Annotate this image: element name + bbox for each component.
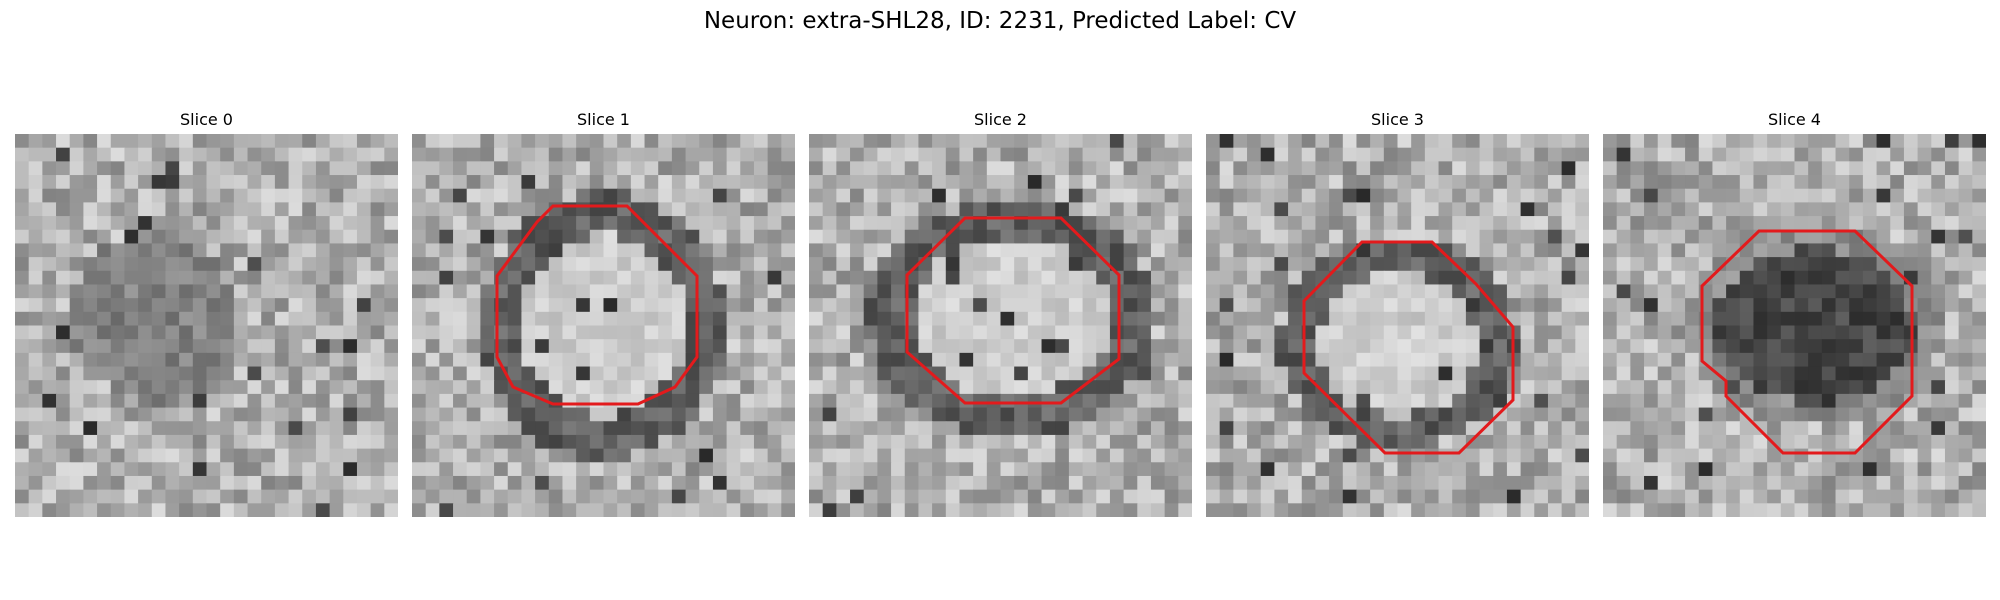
slice-panel-1: Slice 1 — [412, 108, 795, 517]
slice-image-4 — [1603, 134, 1986, 517]
slice-title-3: Slice 3 — [1371, 110, 1424, 129]
slice-title-2: Slice 2 — [974, 110, 1027, 129]
pixel-grid-3 — [1206, 134, 1589, 517]
figure-title: Neuron: extra-SHL28, ID: 2231, Predicted… — [703, 8, 1297, 34]
contour-outline-2 — [905, 216, 1121, 405]
slice-image-3 — [1206, 134, 1589, 517]
slice-title-1: Slice 1 — [577, 110, 630, 129]
contour-outline-3 — [1302, 240, 1515, 455]
slice-image-0 — [15, 134, 398, 517]
slice-image-2 — [809, 134, 1192, 517]
slice-panel-2: Slice 2 — [809, 108, 1192, 517]
pixel-grid-1 — [412, 134, 795, 517]
slice-image-1 — [412, 134, 795, 517]
slice-panel-4: Slice 4 — [1603, 108, 1986, 517]
pixel-grid-4 — [1603, 134, 1986, 517]
slice-title-0: Slice 0 — [180, 110, 233, 129]
slice-title-4: Slice 4 — [1768, 110, 1821, 129]
contour-outline-1 — [495, 204, 699, 406]
slice-panel-3: Slice 3 — [1206, 108, 1589, 517]
pixel-grid-2 — [809, 134, 1192, 517]
contour-outline-4 — [1700, 229, 1914, 455]
pixel-grid-0 — [15, 134, 398, 517]
slice-panel-0: Slice 0 — [15, 108, 398, 517]
